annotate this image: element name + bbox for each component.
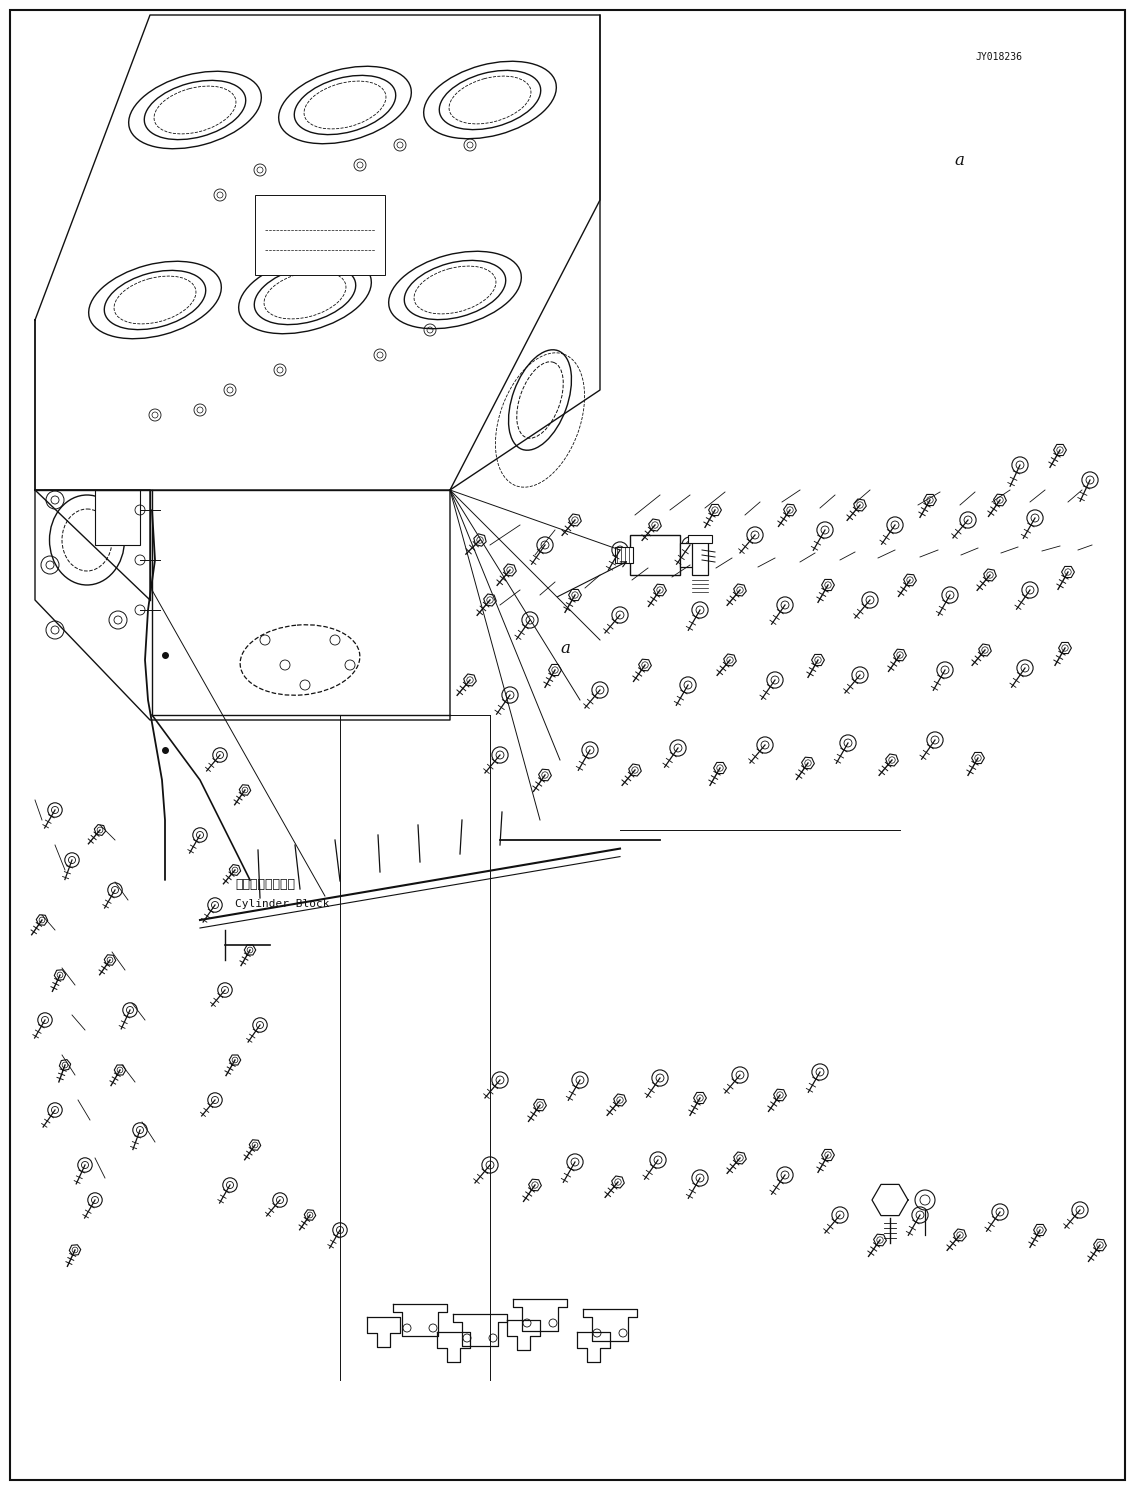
Bar xyxy=(95,490,140,545)
Ellipse shape xyxy=(241,624,360,696)
Bar xyxy=(688,535,712,542)
Ellipse shape xyxy=(508,350,571,450)
Ellipse shape xyxy=(294,76,396,134)
Bar xyxy=(630,535,680,575)
Text: Cylinder Block: Cylinder Block xyxy=(235,898,329,909)
Ellipse shape xyxy=(279,66,411,143)
Bar xyxy=(255,195,385,276)
Text: a: a xyxy=(955,152,964,170)
Ellipse shape xyxy=(144,80,245,140)
Ellipse shape xyxy=(439,70,540,130)
Ellipse shape xyxy=(104,270,205,329)
Text: a: a xyxy=(561,639,570,657)
Ellipse shape xyxy=(404,261,506,320)
Ellipse shape xyxy=(62,510,112,571)
Ellipse shape xyxy=(423,61,556,139)
Ellipse shape xyxy=(254,265,355,325)
Ellipse shape xyxy=(89,261,221,338)
Ellipse shape xyxy=(50,495,125,586)
Bar xyxy=(680,542,703,568)
Text: JY018236: JY018236 xyxy=(975,52,1023,61)
Ellipse shape xyxy=(128,72,261,149)
Bar xyxy=(692,539,708,575)
Ellipse shape xyxy=(238,256,371,334)
Text: シリンダブロック: シリンダブロック xyxy=(235,878,295,891)
Ellipse shape xyxy=(388,252,521,329)
Ellipse shape xyxy=(516,362,563,438)
Bar xyxy=(615,547,633,563)
